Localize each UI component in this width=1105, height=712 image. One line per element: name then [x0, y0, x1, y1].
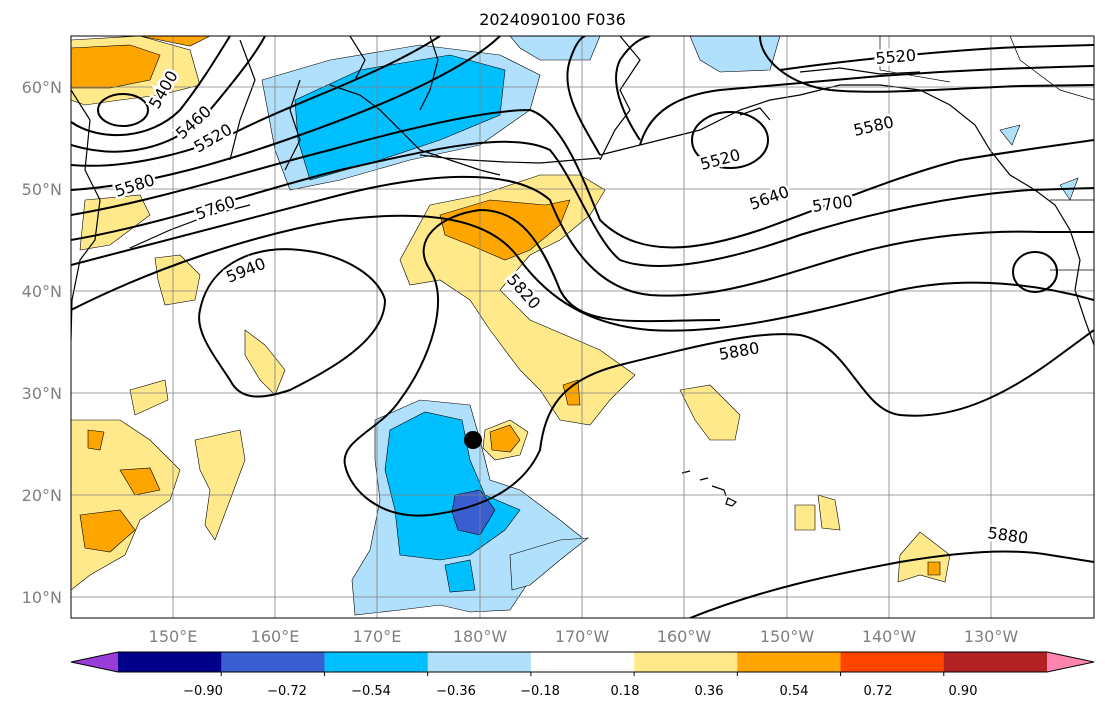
contour-5700: [71, 140, 1094, 267]
cb-label-1: −0.90: [183, 684, 223, 699]
colorbar-segment-2: [221, 652, 325, 672]
contour-5880-main: [344, 329, 1094, 517]
pos-region-e3: [817, 494, 841, 531]
neg-region-top2: [689, 36, 781, 73]
neg-region-nw-core: [294, 54, 506, 181]
map-area: 5400 5460 5520 5580 5760 5940 5820 5520 …: [71, 36, 1094, 618]
lat-label-30n: 30°N: [22, 384, 62, 403]
closed-low-e: [691, 111, 769, 169]
lat-label-10n: 10°N: [22, 588, 62, 607]
cb-label-6: 0.18: [611, 684, 640, 699]
neg-region-tropics-2: [509, 537, 589, 591]
pos-blob-1: [562, 379, 581, 406]
contour-label-8: 5520: [875, 46, 917, 68]
pos-tongue-core: [439, 199, 571, 261]
closed-low-nw: [97, 93, 149, 127]
colorbar-tick-labels: −0.90 −0.72 −0.54 −0.36 −0.18 0.18 0.36 …: [183, 684, 977, 699]
lon-label-180w: 180°W: [453, 627, 508, 646]
cb-label-7: 0.36: [695, 684, 724, 699]
closed-low-coast: [1012, 251, 1058, 293]
pos-region-nw-core: [71, 44, 161, 89]
lon-labels: 150°E 160°E 170°E 180°W 170°W 160°W 150°…: [149, 627, 1019, 646]
lon-label-160w: 160°W: [657, 627, 712, 646]
pos-region-nw-top: [139, 36, 211, 47]
lat-labels: 60°N 50°N 40°N 30°N 20°N 10°N: [22, 78, 62, 607]
lat-label-20n: 20°N: [22, 486, 62, 505]
contour-5400: [71, 36, 231, 137]
colorbar-segment-8: [840, 652, 945, 672]
contour-5520-west: [71, 36, 441, 167]
contour-5460: [71, 36, 266, 153]
colorbar: [70, 651, 1095, 676]
colorbar-segment-7: [737, 652, 842, 672]
pos-blob-dot-core: [489, 424, 521, 453]
colorbar-segment-9: [943, 652, 1048, 672]
contour-5820: [71, 214, 1094, 332]
pos-region-w4: [129, 379, 169, 416]
shaded-fields: [71, 36, 1079, 616]
lat-label-40n: 40°N: [22, 282, 62, 301]
lon-label-170w: 170°W: [555, 627, 610, 646]
contour-5940: [198, 248, 387, 398]
lon-label-140w: 140°W: [862, 627, 917, 646]
pos-region-sw-core1: [79, 509, 136, 553]
pos-region-e4-core: [927, 561, 941, 576]
colorbar-segment-1: [118, 652, 222, 672]
storm-marker: [464, 431, 482, 449]
lat-label-60n: 60°N: [22, 78, 62, 97]
cb-label-2: −0.72: [267, 684, 307, 699]
lon-label-170e: 170°E: [353, 627, 402, 646]
lon-label-150w: 150°W: [760, 627, 815, 646]
colorbar-outline: [70, 651, 1095, 673]
coastlines: [71, 36, 1094, 346]
contour-ring-a: [615, 36, 651, 141]
lat-label-50n: 50°N: [22, 180, 62, 199]
neg-region-tropics-3: [444, 559, 476, 593]
cb-label-4: −0.36: [436, 684, 476, 699]
height-contours: [71, 36, 1094, 618]
contour-ring-b: [566, 36, 601, 156]
contour-5580-east: [639, 65, 1094, 146]
pos-region-w: [79, 194, 151, 251]
contour-5520-east: [779, 44, 1094, 71]
colorbar-segment-5: [530, 652, 635, 672]
colorbar-segment-4: [427, 652, 532, 672]
map-frame: [70, 35, 1095, 619]
contour-5640: [71, 108, 1094, 249]
contour-5760: [71, 175, 1094, 297]
cb-label-3: −0.54: [351, 684, 391, 699]
neg-region-ne: [999, 124, 1021, 146]
lon-label-150e: 150°E: [149, 627, 198, 646]
pos-region-e1: [679, 384, 741, 441]
map-title: 2024090100 F036: [479, 10, 626, 29]
contour-5880-south: [689, 550, 1094, 618]
colorbar-segment-10: [1047, 652, 1094, 672]
lon-label-130w: 130°W: [964, 627, 1019, 646]
pos-region-w2: [194, 429, 246, 541]
pos-region-sw-core3: [87, 429, 105, 451]
pos-region-e2: [794, 504, 816, 531]
cb-label-8: 0.54: [780, 684, 809, 699]
cb-label-10: 0.90: [949, 684, 978, 699]
colorbar-segment-0: [71, 652, 118, 672]
colorbar-segment-3: [324, 652, 429, 672]
contour-5640-east: [759, 36, 1094, 93]
cb-label-9: 0.72: [864, 684, 893, 699]
cb-label-5: −0.18: [520, 684, 560, 699]
contour-5580-west: [71, 36, 501, 191]
colorbar-segment-6: [634, 652, 738, 672]
contour-5880-north: [343, 208, 721, 466]
lon-label-160e: 160°E: [251, 627, 300, 646]
pos-region-sw-core2: [119, 467, 161, 496]
